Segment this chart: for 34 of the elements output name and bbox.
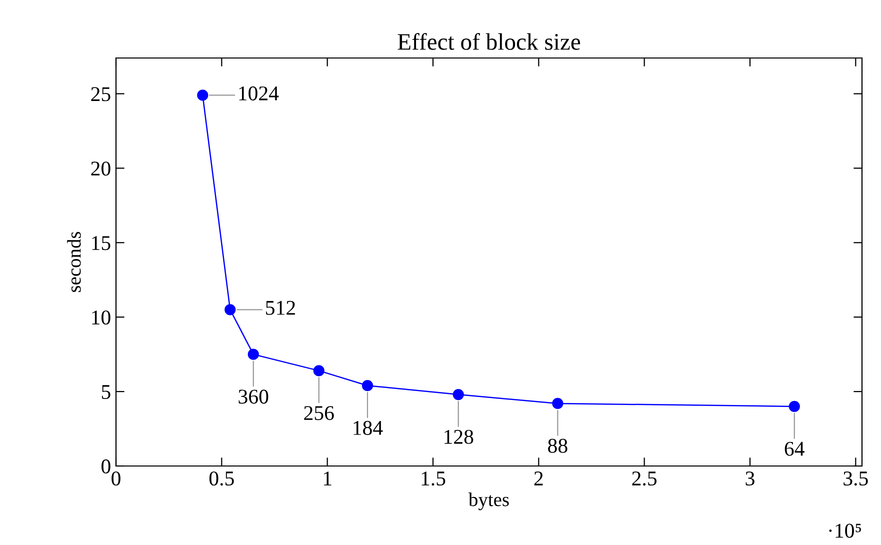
annotation: 256 [304,406,334,420]
point [248,348,259,360]
point [552,398,564,410]
y-tick-label: 20 [91,162,110,176]
annotation: 64 [784,442,804,456]
point [313,365,324,376]
x-tick-label: 2.5 [632,472,657,486]
annotation: 128 [444,430,474,444]
y-tick-label: 15 [92,236,110,250]
chart-title: Effect of block size [398,33,580,50]
x-tick-label: 1.5 [422,472,446,486]
x-tick-label: 3.5 [844,472,868,486]
annotation: 88 [548,438,568,453]
point [788,400,800,412]
x-tick-label: 3 [746,472,754,486]
point [197,90,208,101]
annotation: 360 [238,390,268,404]
point [362,380,374,392]
annotation: 1024 [239,86,279,100]
x-tick-label: 1 [324,472,332,486]
text: ·10⁵ [829,524,861,538]
y-tick-label: 5 [102,385,110,399]
x-tick-label: 0 [112,471,120,486]
x-tick-label: 2 [534,472,543,486]
x-tick-label: 0.5 [209,471,234,486]
y-tick-label: 10 [92,310,110,325]
y-tick-label: 0 [102,459,110,474]
annotation: 184 [354,420,383,435]
y-tick-label: 25 [91,87,110,102]
point [224,304,236,316]
x-axis-title: bytes [468,492,509,510]
point [452,388,464,400]
annotation: 512 [266,300,295,315]
y-axis-title: seconds [67,232,81,292]
